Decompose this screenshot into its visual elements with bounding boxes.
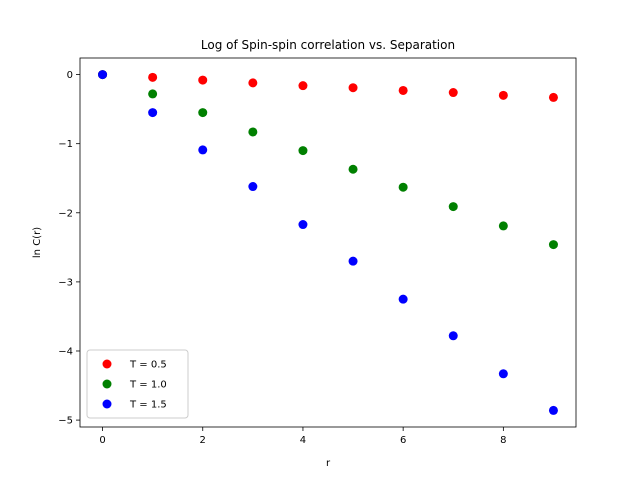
legend-marker: [102, 399, 112, 409]
point-series-3: [148, 108, 158, 118]
point-series-3: [98, 70, 108, 80]
x-tick-label: 2: [200, 435, 206, 446]
y-axis-label: ln C(r): [32, 227, 43, 258]
point-series-3: [398, 294, 408, 304]
y-axis: 0 −1 −2 −3 −4 −5: [58, 70, 80, 427]
point-series-2: [148, 89, 158, 99]
point-series-1: [298, 81, 308, 91]
legend-marker: [102, 379, 112, 389]
point-series-2: [348, 164, 358, 174]
point-series-3: [548, 405, 558, 415]
y-tick-label: −2: [58, 208, 73, 219]
point-series-2: [398, 182, 408, 192]
legend-marker: [102, 359, 112, 369]
y-tick-label: −4: [58, 346, 73, 357]
point-series-1: [448, 88, 458, 98]
point-series-2: [548, 240, 558, 250]
point-series-3: [498, 369, 508, 379]
point-series-1: [398, 85, 408, 95]
legend-label: T = 1.5: [129, 400, 167, 411]
point-series-2: [298, 146, 308, 156]
x-axis-label: r: [326, 458, 331, 469]
plot-frame: [79, 57, 577, 428]
x-tick-label: 6: [400, 435, 406, 446]
point-series-1: [198, 75, 208, 85]
x-tick-label: 0: [99, 435, 105, 446]
point-series-3: [348, 256, 358, 266]
legend-label: T = 1.0: [129, 380, 167, 391]
point-series-2: [448, 202, 458, 212]
point-series-1: [248, 78, 258, 88]
legend: T = 0.5 T = 1.0 T = 1.5: [86, 349, 189, 419]
x-tick-label: 8: [500, 435, 506, 446]
x-tick-label: 4: [300, 435, 306, 446]
y-tick-label: −3: [58, 277, 73, 288]
legend-box: [86, 349, 189, 419]
y-tick-label: −5: [58, 416, 73, 427]
point-series-2: [248, 127, 258, 137]
point-series-1: [348, 83, 358, 93]
point-series-3: [248, 182, 258, 192]
point-series-2: [198, 108, 208, 118]
point-series-1: [498, 90, 508, 100]
y-tick-label: −1: [58, 139, 73, 150]
point-series-3: [448, 331, 458, 341]
x-axis: 0 2 4 6 8: [99, 427, 507, 446]
data-points: [98, 70, 558, 415]
legend-label: T = 0.5: [129, 360, 167, 371]
point-series-1: [148, 72, 158, 82]
y-tick-label: 0: [67, 70, 73, 81]
point-series-1: [548, 92, 558, 102]
chart-title: Log of Spin-spin correlation vs. Separat…: [201, 38, 455, 52]
point-series-3: [198, 145, 208, 155]
point-series-3: [298, 220, 308, 230]
point-series-2: [498, 221, 508, 231]
